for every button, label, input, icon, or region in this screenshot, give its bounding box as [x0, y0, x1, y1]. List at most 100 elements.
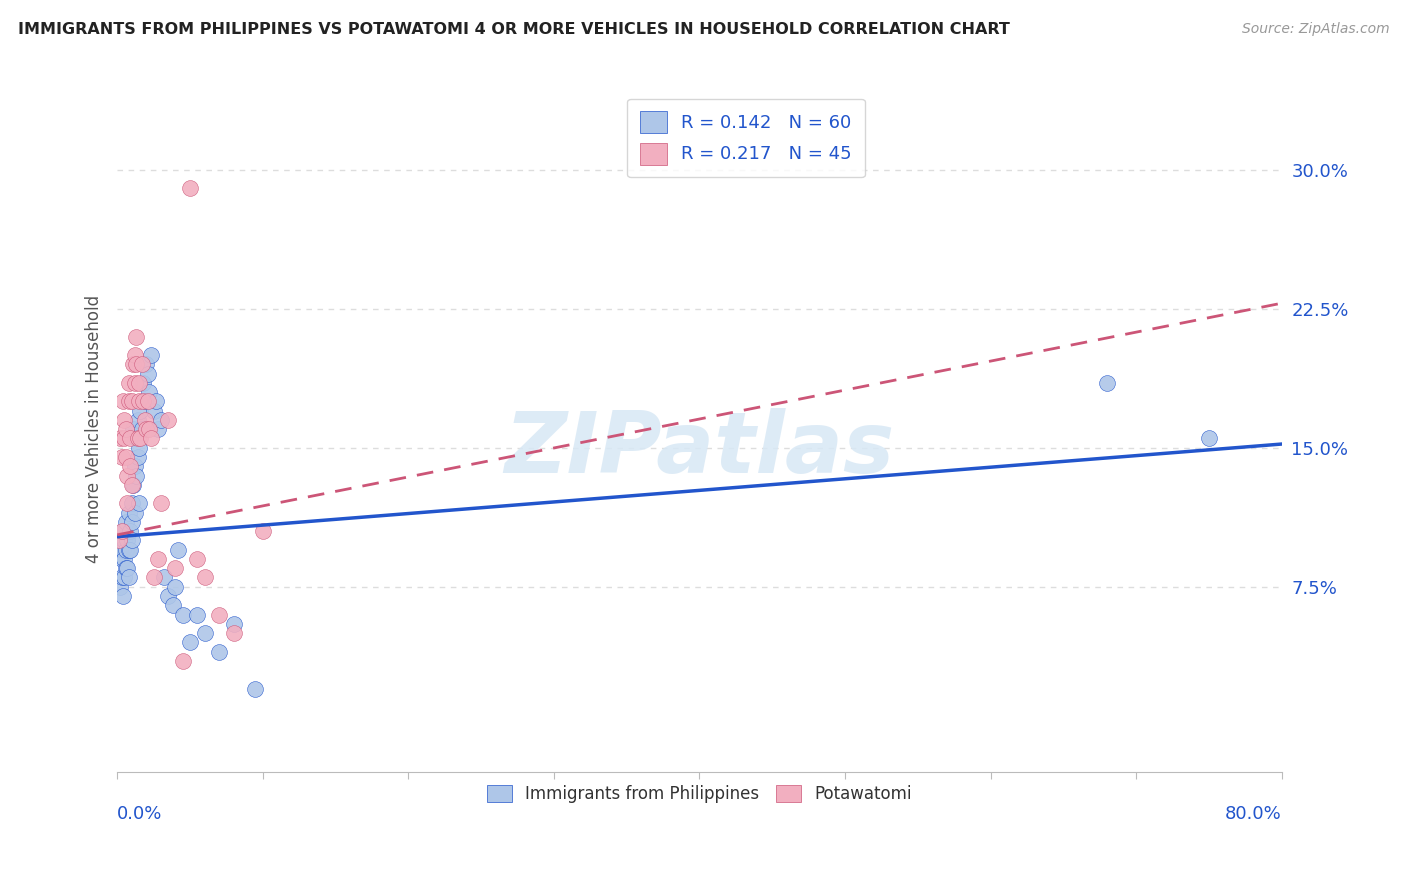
Point — [131, 422, 153, 436]
Point — [157, 413, 180, 427]
Point — [179, 635, 201, 649]
Point — [124, 348, 146, 362]
Point — [111, 524, 134, 538]
Point — [118, 376, 141, 390]
Point — [118, 506, 141, 520]
Point — [114, 552, 136, 566]
Point — [1095, 376, 1118, 390]
Point — [117, 561, 139, 575]
Point — [165, 580, 187, 594]
Point — [111, 589, 134, 603]
Point — [128, 441, 150, 455]
Point — [157, 589, 180, 603]
Point — [193, 626, 215, 640]
Point — [222, 616, 245, 631]
Point — [121, 394, 143, 409]
Point — [115, 422, 138, 436]
Point — [122, 422, 145, 436]
Point — [125, 432, 148, 446]
Point — [108, 542, 131, 557]
Point — [115, 542, 138, 557]
Point — [1198, 432, 1220, 446]
Point — [142, 570, 165, 584]
Point — [132, 394, 155, 409]
Point — [120, 524, 142, 538]
Point — [122, 478, 145, 492]
Point — [149, 496, 172, 510]
Text: 0.0%: 0.0% — [117, 805, 163, 823]
Point — [136, 394, 159, 409]
Point — [145, 394, 167, 409]
Point — [118, 542, 141, 557]
Point — [162, 599, 184, 613]
Point — [118, 394, 141, 409]
Point — [110, 552, 132, 566]
Point — [127, 432, 149, 446]
Point — [127, 450, 149, 464]
Point — [120, 432, 142, 446]
Point — [134, 413, 156, 427]
Point — [121, 515, 143, 529]
Point — [118, 570, 141, 584]
Point — [193, 570, 215, 584]
Point — [125, 357, 148, 371]
Point — [139, 432, 162, 446]
Point — [152, 570, 174, 584]
Point — [124, 459, 146, 474]
Point — [111, 394, 134, 409]
Point — [172, 607, 194, 622]
Point — [121, 496, 143, 510]
Point — [108, 580, 131, 594]
Point — [128, 376, 150, 390]
Point — [114, 570, 136, 584]
Point — [222, 626, 245, 640]
Point — [114, 533, 136, 548]
Point — [129, 432, 152, 446]
Point — [208, 607, 231, 622]
Text: ZIPatlas: ZIPatlas — [505, 409, 894, 491]
Point — [245, 681, 267, 696]
Point — [186, 552, 208, 566]
Point — [146, 422, 169, 436]
Point — [149, 413, 172, 427]
Point — [125, 468, 148, 483]
Point — [117, 496, 139, 510]
Point — [138, 422, 160, 436]
Point — [132, 376, 155, 390]
Point — [179, 181, 201, 195]
Point — [107, 533, 129, 548]
Text: IMMIGRANTS FROM PHILIPPINES VS POTAWATOMI 4 OR MORE VEHICLES IN HOUSEHOLD CORREL: IMMIGRANTS FROM PHILIPPINES VS POTAWATOM… — [18, 22, 1010, 37]
Point — [127, 413, 149, 427]
Point — [117, 468, 139, 483]
Point — [110, 450, 132, 464]
Point — [165, 561, 187, 575]
Point — [172, 654, 194, 668]
Point — [146, 552, 169, 566]
Point — [124, 376, 146, 390]
Point — [252, 524, 274, 538]
Point — [107, 533, 129, 548]
Point — [121, 478, 143, 492]
Point — [129, 403, 152, 417]
Point — [121, 533, 143, 548]
Point — [138, 385, 160, 400]
Point — [110, 570, 132, 584]
Point — [142, 403, 165, 417]
Y-axis label: 4 or more Vehicles in Household: 4 or more Vehicles in Household — [86, 295, 103, 563]
Point — [186, 607, 208, 622]
Point — [128, 394, 150, 409]
Point — [128, 496, 150, 510]
Point — [117, 533, 139, 548]
Point — [115, 450, 138, 464]
Point — [115, 515, 138, 529]
Point — [122, 357, 145, 371]
Point — [124, 506, 146, 520]
Point — [111, 542, 134, 557]
Point — [115, 561, 138, 575]
Point — [167, 542, 190, 557]
Point — [114, 432, 136, 446]
Point — [135, 422, 157, 436]
Legend: Immigrants from Philippines, Potawatomi: Immigrants from Philippines, Potawatomi — [478, 777, 921, 812]
Point — [110, 524, 132, 538]
Point — [120, 542, 142, 557]
